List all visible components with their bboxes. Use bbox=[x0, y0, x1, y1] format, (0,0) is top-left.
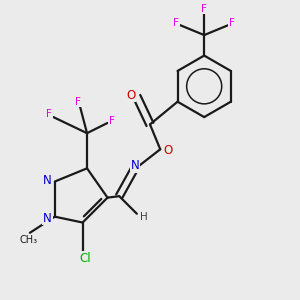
Text: F: F bbox=[173, 18, 179, 28]
Text: F: F bbox=[75, 97, 81, 107]
Text: O: O bbox=[163, 144, 172, 157]
Text: F: F bbox=[109, 116, 115, 126]
Text: F: F bbox=[201, 4, 207, 14]
Text: N: N bbox=[43, 174, 52, 187]
Text: F: F bbox=[229, 18, 235, 28]
Text: O: O bbox=[126, 88, 136, 102]
Text: methyl: methyl bbox=[26, 239, 31, 241]
Text: N: N bbox=[131, 159, 140, 172]
Text: H: H bbox=[140, 212, 148, 222]
Text: CH₃: CH₃ bbox=[20, 235, 38, 245]
Text: Cl: Cl bbox=[80, 252, 92, 265]
Text: F: F bbox=[46, 109, 52, 119]
Text: N: N bbox=[43, 212, 52, 225]
